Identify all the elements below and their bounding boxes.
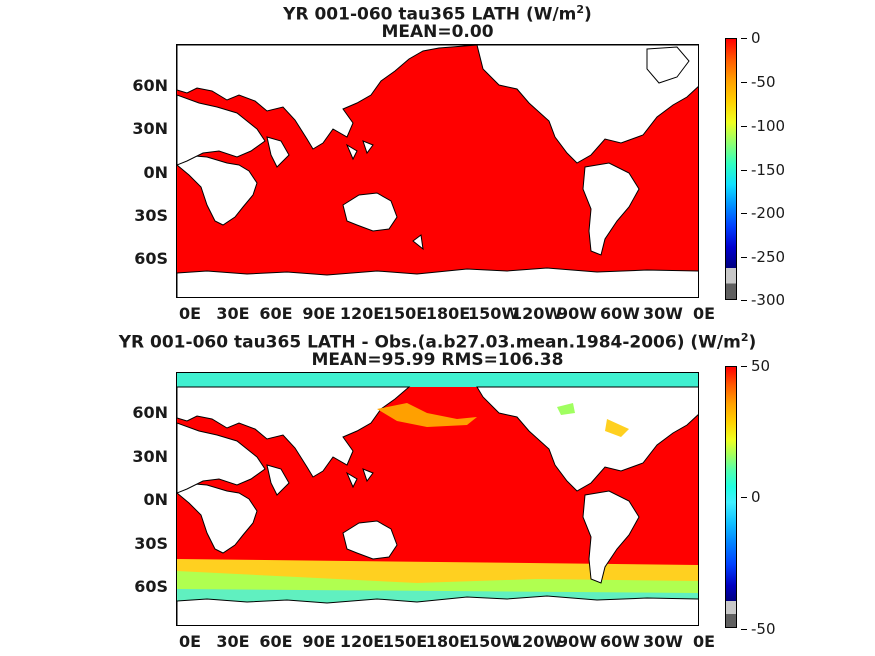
colorbar-tick-label: -50 bbox=[751, 73, 776, 91]
lon-label: 150W bbox=[468, 304, 520, 323]
greenland-shape bbox=[646, 46, 690, 84]
india-shape bbox=[266, 136, 290, 168]
africa-shape bbox=[177, 154, 258, 226]
lon-label: 0E bbox=[178, 632, 202, 651]
lat-label: 60S bbox=[134, 249, 168, 268]
panel1-title-text: YR 001-060 tau365 LATH (W/m bbox=[283, 4, 577, 25]
south-america-shape bbox=[582, 490, 640, 584]
panel2-colorbar bbox=[725, 366, 737, 628]
australia-shape bbox=[342, 520, 398, 560]
colorbar-tick-label: -100 bbox=[751, 117, 786, 135]
lat-label: 60N bbox=[132, 76, 168, 95]
lat-label: 30S bbox=[134, 534, 168, 553]
panel2-title-text: YR 001-060 tau365 LATH - Obs.(a.b27.03.m… bbox=[118, 332, 741, 353]
lon-label: 0E bbox=[692, 304, 716, 323]
lon-label: 0E bbox=[178, 304, 202, 323]
lon-label: 90W bbox=[557, 304, 597, 323]
antarctica-shape bbox=[177, 595, 698, 625]
eurasia-shape bbox=[177, 386, 411, 478]
australia-shape bbox=[342, 192, 398, 232]
panel2-title-end: ) bbox=[748, 332, 757, 353]
colorbar-tick-label: -300 bbox=[751, 291, 786, 309]
lat-label: 60S bbox=[134, 577, 168, 596]
south-america-shape bbox=[582, 162, 640, 256]
lon-label: 180E bbox=[425, 632, 471, 651]
lon-label: 150E bbox=[382, 304, 428, 323]
lon-label: 30W bbox=[643, 304, 683, 323]
india-shape bbox=[266, 464, 290, 496]
arctic-band bbox=[177, 373, 698, 387]
panel2-map bbox=[176, 372, 699, 626]
lat-label: 30N bbox=[132, 119, 168, 138]
colorbar-tick: -250 bbox=[741, 248, 785, 266]
lon-label: 120E bbox=[339, 632, 385, 651]
lon-label: 120W bbox=[511, 304, 563, 323]
colorbar-tick-label: -150 bbox=[751, 161, 786, 179]
colorbar-tick: 50 bbox=[741, 357, 770, 375]
middle-east-shape bbox=[177, 422, 266, 494]
lon-label: 60W bbox=[600, 632, 640, 651]
colorbar-tick: 0 bbox=[741, 29, 761, 47]
colorbar-tick: -50 bbox=[741, 73, 776, 91]
lon-label: 120W bbox=[511, 632, 563, 651]
colorbar-tick: -300 bbox=[741, 291, 785, 309]
eurasia-shape bbox=[177, 45, 478, 150]
lon-label: 30W bbox=[643, 632, 683, 651]
lon-label: 90W bbox=[557, 632, 597, 651]
lon-label: 30E bbox=[216, 304, 250, 323]
lon-label: 60E bbox=[259, 632, 293, 651]
colorbar-tick-label: 0 bbox=[751, 488, 761, 506]
panel1-title: YR 001-060 tau365 LATH (W/m2) bbox=[0, 0, 875, 25]
colorbar-tick-label: -200 bbox=[751, 204, 786, 222]
lon-label: 90E bbox=[302, 304, 336, 323]
colorbar-tick: -200 bbox=[741, 204, 785, 222]
panel2-title-superscript: 2 bbox=[740, 331, 749, 344]
islands-shape bbox=[345, 140, 424, 251]
lat-label: 0N bbox=[143, 490, 168, 509]
hudson-patch bbox=[557, 403, 575, 415]
colorbar-tick: -50 bbox=[741, 620, 776, 638]
lat-label: 0N bbox=[143, 163, 168, 182]
islands-shape bbox=[345, 468, 374, 489]
colorbar-tick-label: -250 bbox=[751, 248, 786, 266]
lon-label: 150E bbox=[382, 632, 428, 651]
panel1-colorbar bbox=[725, 38, 737, 300]
lon-label: 30E bbox=[216, 632, 250, 651]
panel1-map bbox=[176, 44, 699, 298]
lon-label: 60E bbox=[259, 304, 293, 323]
africa-shape bbox=[177, 482, 258, 554]
panel1-title-superscript: 2 bbox=[576, 3, 585, 16]
lat-label: 60N bbox=[132, 403, 168, 422]
colorbar-tick: -100 bbox=[741, 117, 785, 135]
gulfstream-patch bbox=[605, 419, 629, 437]
kuroshio-patch bbox=[377, 403, 477, 427]
lat-label: 30N bbox=[132, 447, 168, 466]
colorbar-tick-label: 50 bbox=[751, 357, 771, 375]
antarctica-shape bbox=[177, 267, 698, 297]
panel2-stats: MEAN=95.99 RMS=106.38 bbox=[311, 350, 564, 370]
lon-label: 90E bbox=[302, 632, 336, 651]
lon-label: 150W bbox=[468, 632, 520, 651]
middle-east-shape bbox=[177, 94, 266, 166]
lon-label: 120E bbox=[339, 304, 385, 323]
panel1-title-end: ) bbox=[584, 4, 592, 25]
lat-label: 30S bbox=[134, 206, 168, 225]
lon-label: 60W bbox=[600, 304, 640, 323]
north-america-shape bbox=[476, 45, 698, 164]
colorbar-tick: 0 bbox=[741, 488, 761, 506]
lon-label: 0E bbox=[692, 632, 716, 651]
colorbar-tick: -150 bbox=[741, 161, 785, 179]
north-america-shape bbox=[476, 386, 698, 492]
colorbar-tick-label: -50 bbox=[751, 620, 776, 638]
lon-label: 180E bbox=[425, 304, 471, 323]
panel1-mean: MEAN=0.00 bbox=[381, 22, 494, 42]
panel2-title: YR 001-060 tau365 LATH - Obs.(a.b27.03.m… bbox=[0, 328, 875, 353]
colorbar-tick-label: 0 bbox=[751, 29, 761, 47]
